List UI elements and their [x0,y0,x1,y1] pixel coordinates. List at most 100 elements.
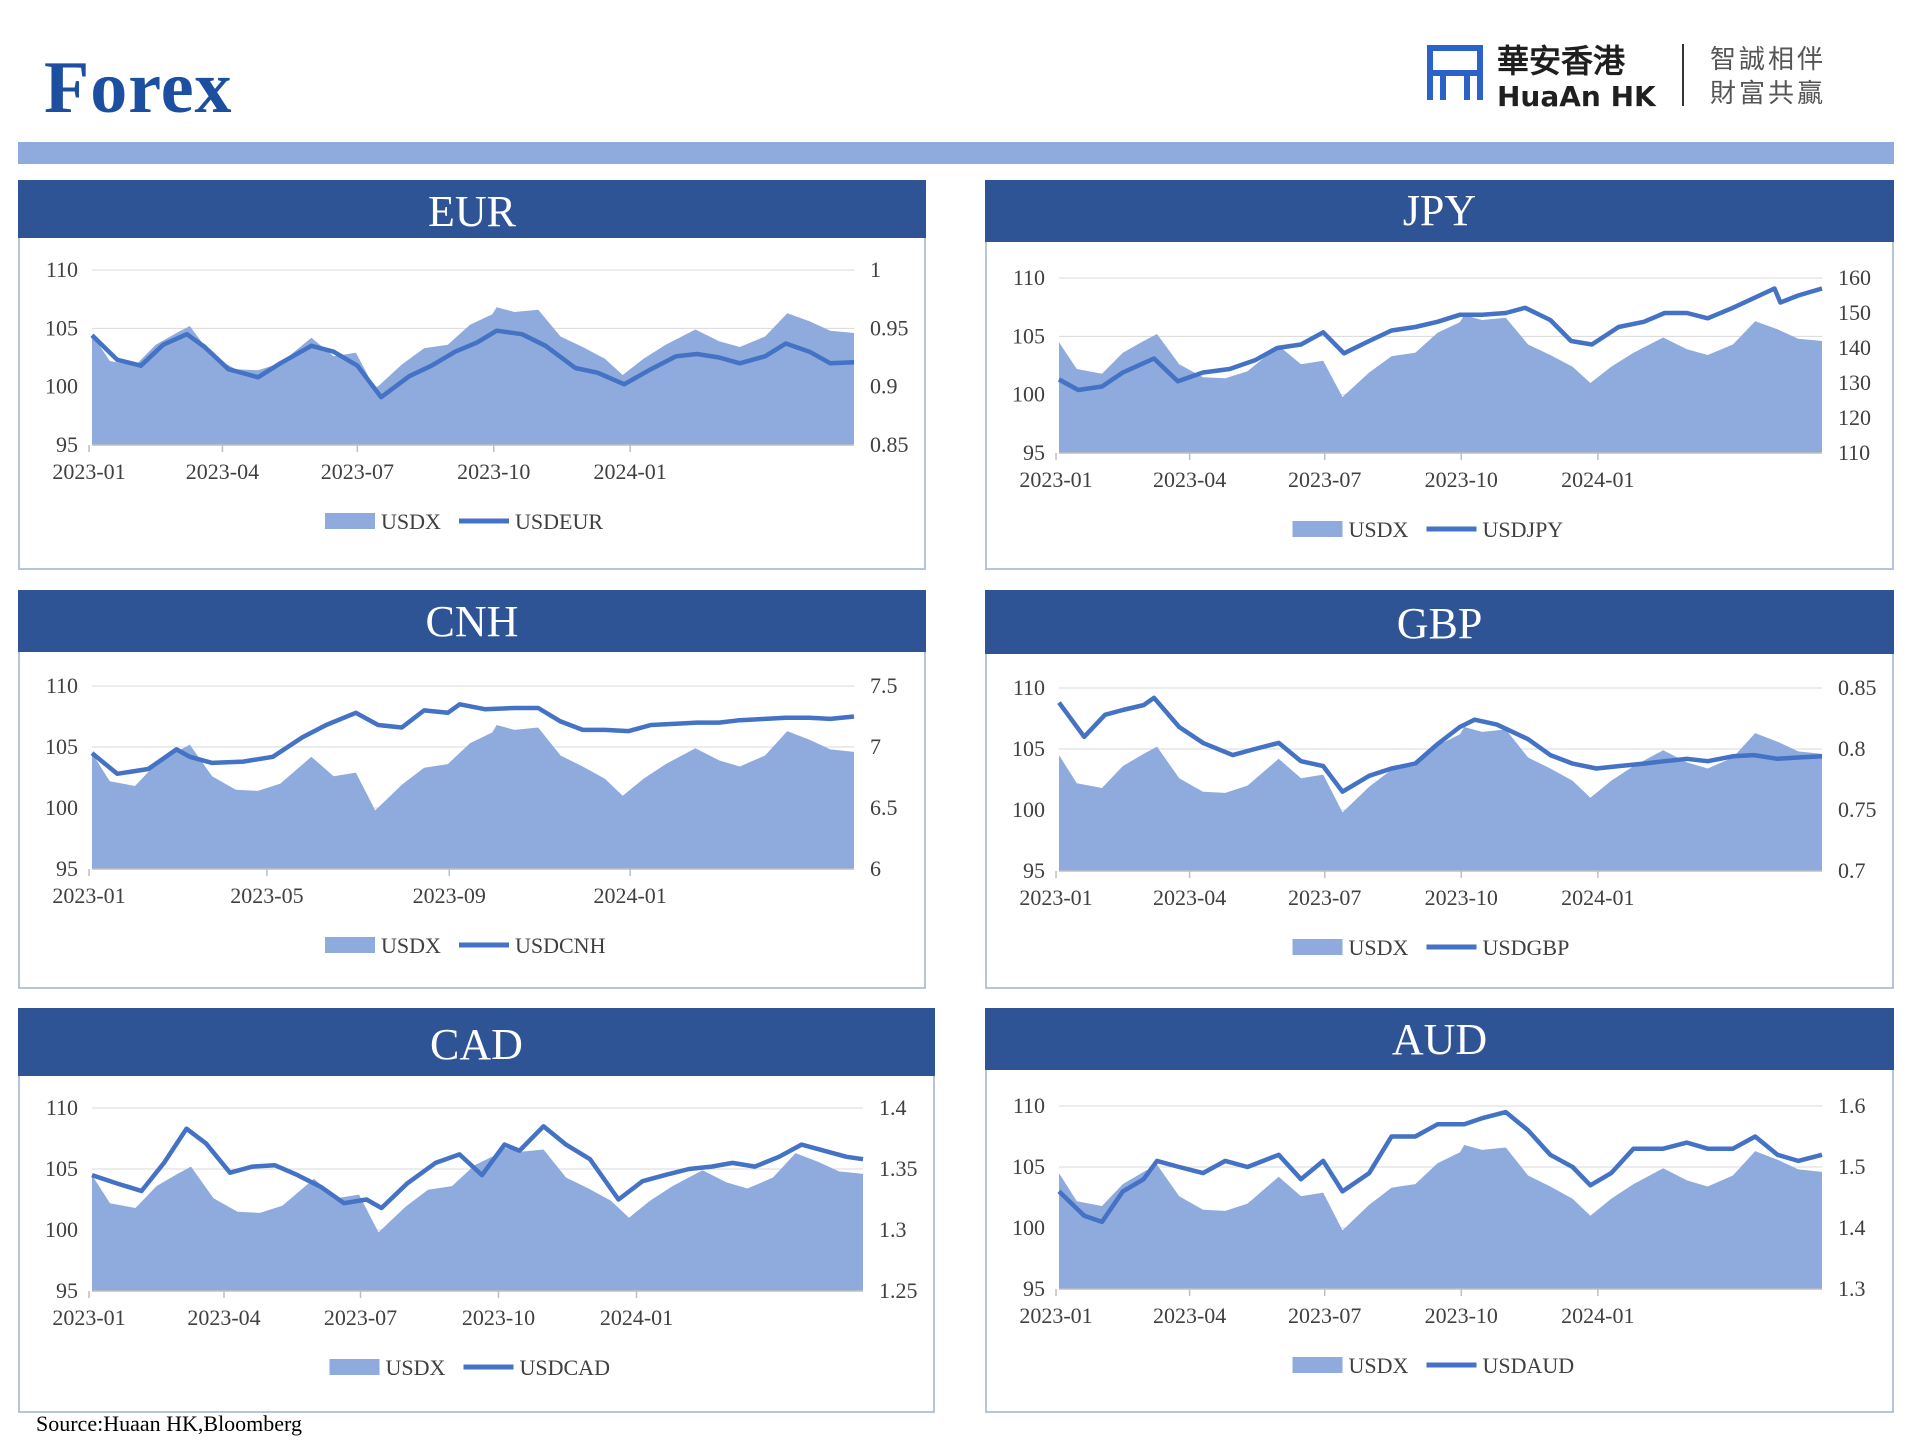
brand-name-en: HuaAn HK [1497,80,1657,112]
x-tick-label: 2023-10 [462,1305,535,1330]
legend: USDX USDCAD [329,1355,610,1380]
y-left-tick-label: 110 [46,257,78,282]
x-tick-label: 2023-09 [413,883,486,908]
x-tick-label: 2024-01 [1561,467,1634,492]
x-tick-label: 2023-01 [1019,1303,1092,1328]
legend-label: USDX [386,1355,446,1380]
y-right-tick-label: 1 [870,257,881,282]
y-right-tick-label: 150 [1838,300,1871,325]
y-right-tick-label: 0.95 [870,315,909,340]
x-tick-label: 2023-01 [1019,467,1092,492]
series-area-usdx [1059,1145,1822,1289]
x-tick-label: 2023-01 [1019,885,1092,910]
series-line-usdaud [1057,1109,1823,1225]
series-area-usdx [1059,315,1822,453]
y-right-tick-label: 160 [1838,265,1871,290]
panel-title: AUD [985,1008,1894,1070]
x-tick-label: 2023-10 [1425,467,1498,492]
panel-title: GBP [985,590,1894,654]
y-right-tick-label: 7 [870,734,881,759]
series-area-usdx [1059,727,1822,871]
x-tick-label: 2023-05 [230,883,303,908]
panel-title: JPY [985,180,1894,242]
y-right-tick-label: 130 [1838,370,1871,395]
y-left-tick-label: 110 [46,673,78,698]
y-left-tick-label: 100 [45,795,78,820]
x-tick-label: 2023-07 [1288,467,1361,492]
y-right-tick-label: 0.8 [1838,736,1866,761]
x-tick-label: 2023-10 [457,459,530,484]
y-right-tick-label: 1.3 [1838,1276,1866,1301]
y-left-tick-label: 105 [45,315,78,340]
x-tick-label: 2023-07 [321,459,394,484]
x-tick-label: 2023-04 [1153,467,1226,492]
x-tick-label: 2023-01 [52,1305,125,1330]
y-right-tick-label: 0.7 [1838,858,1866,883]
y-left-tick-label: 95 [56,1278,78,1303]
x-tick-label: 2023-04 [186,459,259,484]
panel-title: EUR [18,180,926,238]
panel-aud: AUD 95 100 105 110 1.3 1.4 1.5 1.6 2023-01 2023-0… [985,1008,1894,1413]
series-line-usdcad [91,1124,864,1211]
legend-swatch-area [329,1359,380,1375]
x-tick-label: 2023-07 [1288,1303,1361,1328]
y-left-tick-label: 100 [45,1217,78,1242]
legend-swatch-area [1292,521,1343,537]
y-right-tick-label: 6 [870,856,881,881]
y-left-tick-label: 100 [1012,797,1045,822]
legend-label: USDX [1349,517,1409,542]
legend-swatch-area [325,513,375,529]
x-tick-label: 2023-10 [1425,1303,1498,1328]
x-tick-label: 2024-01 [600,1305,673,1330]
x-tick-label: 2023-10 [1425,885,1498,910]
panel-gbp: GBP 95 100 105 110 0.7 0.75 0.8 0.85 2023-01 2023… [985,590,1894,989]
legend-swatch-area [1292,1357,1343,1373]
legend-label: USDX [381,509,441,534]
y-left-tick-label: 95 [1023,440,1045,465]
series-area-usdx [92,307,854,445]
x-tick-label: 2023-07 [1288,885,1361,910]
chart-eur: 95 100 105 110 0.85 0.9 0.95 1 2023-01 2023-04 202… [45,257,909,534]
y-right-tick-label: 140 [1838,335,1871,360]
legend-label: USDCNH [515,933,606,958]
x-tick-label: 2023-04 [1153,885,1226,910]
source-note: Source:Huaan HK,Bloomberg [36,1411,302,1436]
panel-title: CNH [18,590,926,652]
chart-jpy: 95 100 105 110 110 120 130 140 150 160 2023-01 2023… [1012,265,1871,542]
y-right-tick-label: 1.3 [879,1217,907,1242]
x-tick-label: 2024-01 [1561,885,1634,910]
legend-label: USDX [1349,935,1409,960]
legend-label: USDJPY [1483,517,1564,542]
brand-name-cn: 華安香港 [1497,42,1626,80]
legend-label: USDX [381,933,441,958]
y-right-tick-label: 1.35 [879,1156,918,1181]
y-left-tick-label: 95 [56,856,78,881]
y-right-tick-label: 1.4 [879,1095,907,1120]
y-right-tick-label: 0.9 [870,374,898,399]
panel-cnh: CNH 95 100 105 110 6 6.5 7 7.5 2023-01 2023-05 202… [18,590,926,989]
series-line-usdeur [90,328,855,400]
chart-aud: 95 100 105 110 1.3 1.4 1.5 1.6 2023-01 2023-04 202… [1012,1093,1866,1378]
y-left-tick-label: 110 [46,1095,78,1120]
panel-title: CAD [18,1008,935,1076]
chart-gbp: 95 100 105 110 0.7 0.75 0.8 0.85 2023-01 2023-04 2… [1012,675,1877,960]
x-tick-label: 2024-01 [593,883,666,908]
y-right-tick-label: 120 [1838,405,1871,430]
panel-jpy: JPY 95 100 105 110 110 120 130 140 150 160 2023-01… [985,180,1894,570]
huaan-logo-icon: 華安香港 HuaAn HK 智誠相伴 財富共贏 [1427,42,1826,113]
x-tick-label: 2023-04 [1153,1303,1226,1328]
x-tick-label: 2023-01 [52,883,125,908]
brand-slogan-2: 財富共贏 [1710,79,1826,109]
y-left-tick-label: 105 [1012,323,1045,348]
y-left-tick-label: 95 [1023,1276,1045,1301]
y-right-tick-label: 110 [1838,440,1870,465]
y-right-tick-label: 0.85 [870,432,909,457]
legend-label: USDX [1349,1353,1409,1378]
legend: USDX USDGBP [1292,935,1569,960]
legend-label: USDCAD [520,1355,610,1380]
y-right-tick-label: 6.5 [870,795,898,820]
series-line-usdjpy [1057,286,1823,393]
brand-slogan-1: 智誠相伴 [1710,45,1826,75]
x-tick-label: 2024-01 [1561,1303,1634,1328]
y-right-tick-label: 0.75 [1838,797,1877,822]
